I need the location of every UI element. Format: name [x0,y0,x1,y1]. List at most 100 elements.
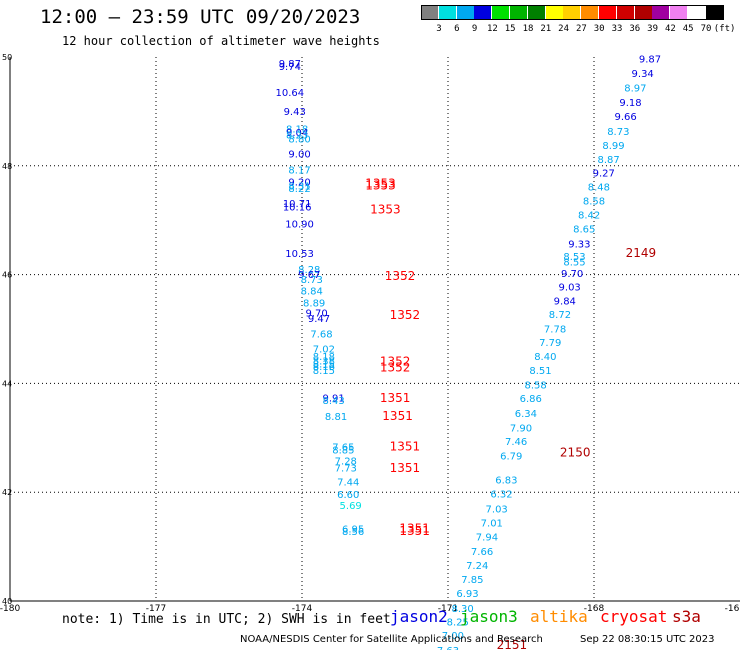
swh-value-label: 8.25 [447,617,469,628]
swh-value-label: 8.56 [342,527,364,538]
swh-value-label: 7.01 [481,518,503,529]
legend-altika: altika [530,607,588,626]
swh-value-label: 6.95 [342,524,364,535]
swh-value-label: 6.79 [500,452,522,463]
swh-value-label: 7.73 [335,464,357,475]
swh-value-label: 7.90 [510,423,532,434]
swh-value-label: 6.83 [495,475,517,486]
swh-value-label: 10.64 [276,88,305,99]
colorbar-label: 24 [558,24,570,34]
legend-cryosat: cryosat [600,607,668,626]
colorbar-swatch [421,5,438,20]
time-label: 1351 [399,524,430,538]
swh-value-label: 6.86 [520,394,542,405]
colorbar-label: 70 [700,24,712,34]
time-label: 1352 [380,360,411,374]
colorbar-swatch [563,5,581,20]
swh-value-label: 9.74 [279,62,301,73]
colorbar-label: 27 [575,24,587,34]
swh-value-label: 8.73 [607,127,629,138]
swh-value-label: 7.28 [335,456,357,467]
time-label: 1351 [380,391,411,405]
swh-value-label: 9.18 [619,98,641,109]
swh-value-label: 8.22 [288,184,310,195]
swh-value-label: 9.33 [568,239,590,250]
time-label: 1353 [370,203,401,217]
swh-value-label: 7.78 [544,324,566,335]
legend-jason3: jason3 [460,607,518,626]
y-tick-label: 50 [2,53,12,62]
swh-value-label: 8.87 [597,155,619,166]
swh-value-label: 7.94 [476,533,498,544]
time-label: 1351 [399,521,430,535]
swh-value-label: 8.72 [549,310,571,321]
colorbar-swatch [688,5,705,20]
y-tick-label: 40 [2,597,12,606]
swh-value-label: 8.89 [303,299,325,310]
swh-value-label: 9.04 [286,128,308,139]
swh-value-label: 8.99 [602,141,624,152]
swh-value-label: 7.85 [461,575,483,586]
colorbar-label: 3 [436,24,442,34]
colorbar-label: 39 [647,24,659,34]
swh-value-label: 8.48 [588,182,610,193]
colorbar-swatch [634,5,652,20]
swh-value-label: 8.53 [563,252,585,263]
swh-value-label: 9.67 [298,270,320,281]
colorbar-label: 18 [522,24,534,34]
colorbar-swatch [456,5,474,20]
swh-value-label: 8.31 [288,182,310,193]
colorbar-label: 36 [629,24,641,34]
swh-value-label: 8.28 [298,265,320,276]
time-label: 1351 [390,439,421,453]
swh-value-label: 8.84 [301,287,323,298]
colorbar-label: 30 [593,24,605,34]
x-tick-label: -171 [438,604,458,614]
time-label: 2149 [626,246,657,260]
swh-value-label: 8.43 [323,396,345,407]
colorbar-swatch [474,5,492,20]
swh-value-label: 10.16 [283,202,312,213]
swh-value-label: 8.42 [578,211,600,222]
swh-value-label: 8.23 [286,131,308,142]
time-label: 2150 [560,445,591,459]
colorbar-label: 42 [664,24,676,34]
swh-value-label: 8.18 [286,125,308,136]
swh-value-label: 7.44 [337,478,359,489]
x-tick-label: -16 [725,604,740,614]
swh-value-label: 8.15 [313,360,335,371]
swh-value-label: 8.58 [583,196,605,207]
x-tick-label: -180 [0,604,20,614]
swh-value-label: 9.20 [288,177,310,188]
swh-value-label: 7.46 [505,437,527,448]
swh-value-label: 7.68 [310,330,332,341]
time-label: 1353 [365,177,396,191]
swh-value-label: 9.27 [593,169,615,180]
swh-value-label: 9.70 [561,269,583,280]
colorbar-label: 12 [486,24,498,34]
swh-value-label: 8.65 [573,225,595,236]
swh-value-label: 10.90 [285,219,314,230]
page-subtitle: 12 hour collection of altimeter wave hei… [62,34,380,48]
swh-value-label: 7.24 [466,561,488,572]
x-tick-label: -174 [292,604,313,614]
colorbar-label: 6 [454,24,460,34]
legend-jason2: jason2 [390,607,448,626]
colorbar-frame [421,5,724,20]
swh-value-label: 8.18 [313,352,335,363]
swh-value-label: 8.58 [524,380,546,391]
swh-value-label: 6.60 [337,490,359,501]
swh-value-label: 8.80 [288,134,310,145]
x-tick-label: -168 [584,604,605,614]
time-label: 2151 [497,638,528,650]
swh-value-label: 7.03 [486,504,508,515]
y-tick-label: 48 [2,162,12,171]
swh-value-label: 6.32 [490,490,512,501]
swh-value-label: 9.34 [632,69,654,80]
colorbar-swatch [652,5,670,20]
colorbar-swatch [616,5,634,20]
colorbar-label: 21 [540,24,552,34]
y-tick-label: 46 [2,271,12,280]
colorbar-swatch [510,5,527,20]
